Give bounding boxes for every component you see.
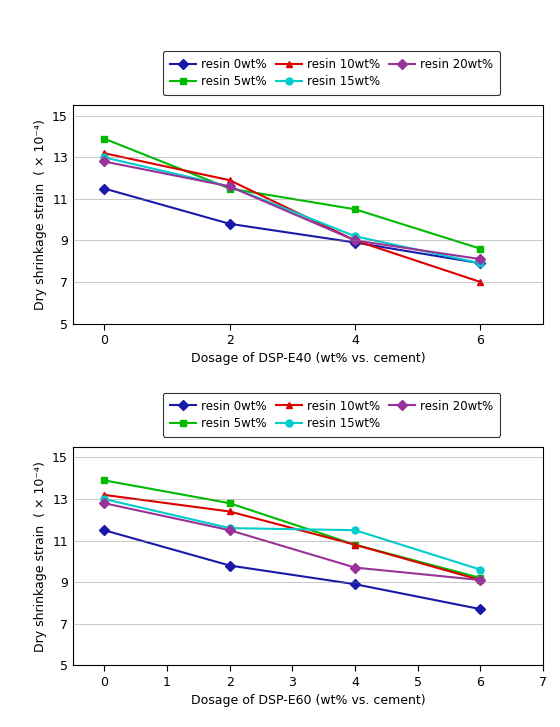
Legend: resin 0wt%, resin 5wt%, resin 10wt%, resin 15wt%, resin 20wt%: resin 0wt%, resin 5wt%, resin 10wt%, res… bbox=[163, 51, 500, 95]
Y-axis label: Dry shrinkage strain  ( × 10⁻⁴): Dry shrinkage strain ( × 10⁻⁴) bbox=[34, 119, 46, 310]
Y-axis label: Dry shrinkage strain  ( × 10⁻⁴): Dry shrinkage strain ( × 10⁻⁴) bbox=[34, 461, 46, 651]
X-axis label: Dosage of DSP-E60 (wt% vs. cement): Dosage of DSP-E60 (wt% vs. cement) bbox=[191, 694, 425, 707]
X-axis label: Dosage of DSP-E40 (wt% vs. cement): Dosage of DSP-E40 (wt% vs. cement) bbox=[191, 353, 425, 366]
Legend: resin 0wt%, resin 5wt%, resin 10wt%, resin 15wt%, resin 20wt%: resin 0wt%, resin 5wt%, resin 10wt%, res… bbox=[163, 393, 500, 437]
